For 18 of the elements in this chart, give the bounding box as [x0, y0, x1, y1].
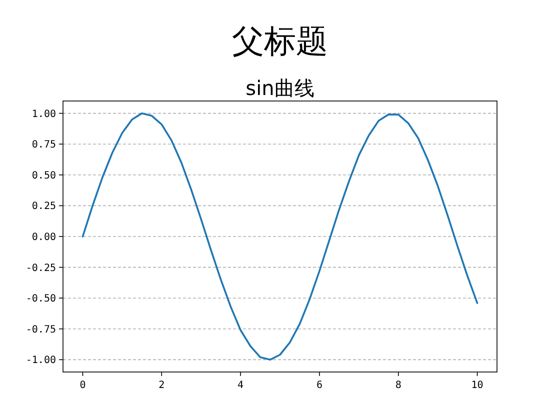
- x-tick-label: 0: [80, 380, 86, 391]
- y-tick-label: 1.00: [32, 108, 56, 120]
- y-tick-label: 0.00: [32, 232, 56, 243]
- x-tick-label: 2: [158, 380, 165, 391]
- chart-subtitle: sin曲线: [246, 76, 314, 100]
- y-tick-label: 0.25: [32, 201, 56, 212]
- x-tick-label: 4: [238, 380, 244, 391]
- x-tick-label: 10: [471, 380, 484, 391]
- y-tick-label: -0.25: [26, 262, 56, 274]
- y-tick-label: -1.00: [26, 355, 56, 366]
- y-tick-label: 0.50: [32, 170, 56, 182]
- y-tick-label: 0.75: [32, 140, 56, 151]
- x-tick-label: 6: [316, 380, 322, 391]
- x-tick-label: 8: [395, 380, 402, 391]
- y-tick-label: -0.50: [26, 294, 56, 305]
- y-tick-label: -0.75: [26, 324, 56, 336]
- line-series: [82, 112, 478, 361]
- chart-title: 父标题: [232, 22, 328, 60]
